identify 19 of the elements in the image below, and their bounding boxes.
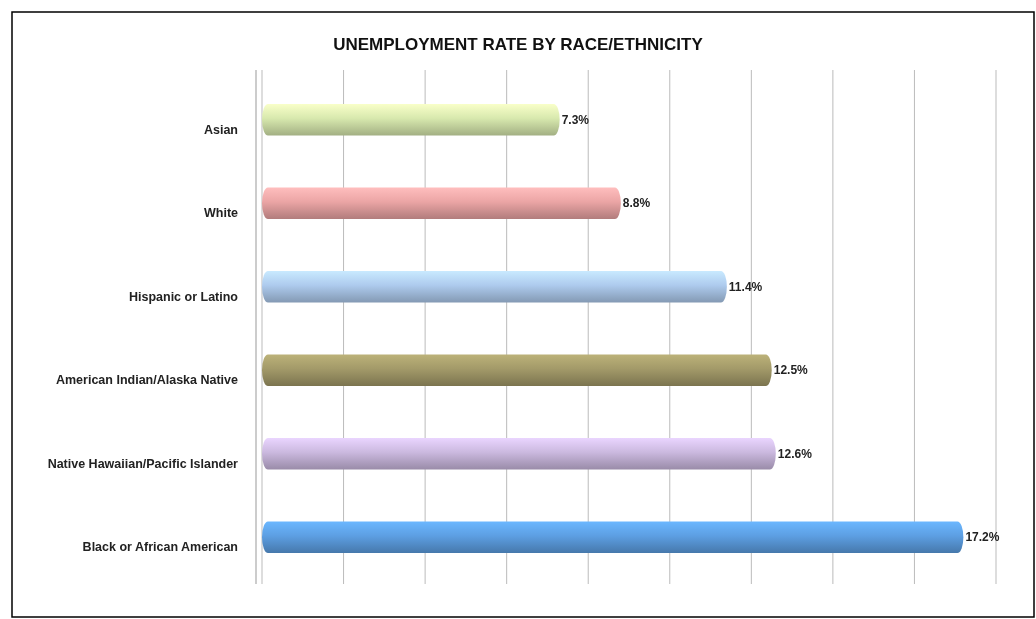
data-label: 7.3% [561, 112, 590, 127]
chart-title: UNEMPLOYMENT RATE BY RACE/ETHNICITY [333, 35, 704, 54]
data-label: 17.2% [965, 530, 1000, 545]
bar [262, 521, 964, 554]
bar [262, 270, 727, 303]
y-tick-label: White [203, 206, 239, 221]
bar [262, 437, 776, 470]
data-label: 11.4% [728, 279, 763, 294]
bar [262, 187, 621, 220]
y-tick-label: Native Hawaiian/Pacific Islander [47, 456, 239, 471]
data-label: 12.6% [777, 446, 813, 461]
data-label: 8.8% [622, 196, 651, 211]
y-tick-label: American Indian/Alaska Native [55, 373, 239, 388]
y-tick-label: Black or African American [82, 540, 238, 555]
bar [262, 354, 772, 387]
y-tick-label: Asian [203, 122, 238, 137]
data-label: 12.5% [773, 363, 809, 378]
y-tick-label: Hispanic or Latino [128, 289, 239, 304]
bar [262, 103, 560, 136]
